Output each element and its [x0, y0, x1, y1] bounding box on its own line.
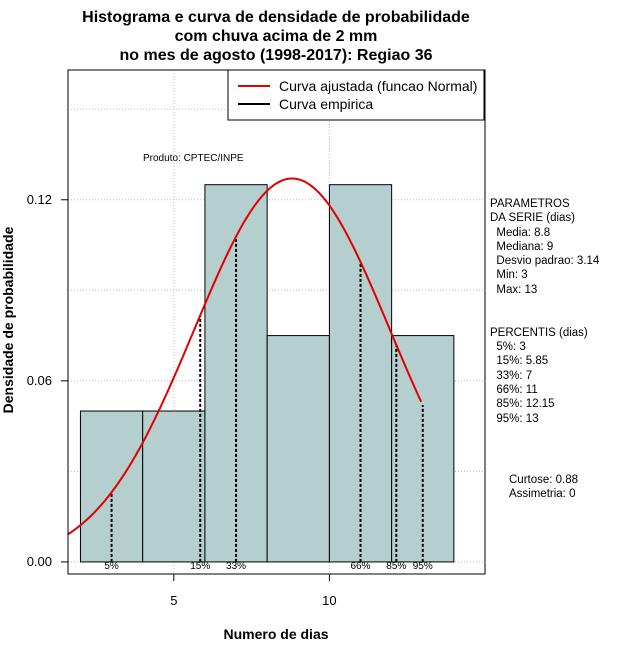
stats-parametros-4: Desvio padrao: 3.14 [490, 255, 600, 267]
stats-parametros-3: Mediana: 9 [490, 241, 553, 253]
axes-layer: 5 10 0.00 0.06 0.12 [27, 192, 337, 608]
stats-parametros-5: Min: 3 [490, 269, 528, 281]
y-axis-label: Densidade de probabilidade [0, 226, 16, 413]
x-axis-label: Numero de dias [223, 626, 328, 642]
stats-panel: PARAMETROS DA SERIE (dias) Media: 8.8 Me… [490, 198, 600, 500]
y-tick-label: 0.12 [27, 192, 52, 207]
stats-percentis-4: 66%: 11 [490, 384, 538, 396]
bars-layer [79, 184, 455, 563]
legend-label-empirical: Curva empirica [279, 96, 373, 112]
percentile-label: 95% [413, 561, 433, 572]
stats-parametros-2: Media: 8.8 [490, 227, 550, 239]
legend-box [227, 69, 485, 121]
y-tick-label: 0.00 [27, 554, 52, 569]
y-tick-label: 0.06 [27, 373, 52, 388]
chart-title: Histograma e curva de densidade de proba… [82, 9, 470, 64]
stats-assimetria: Assimetria: 0 [509, 488, 575, 500]
title-line-1: Histograma e curva de densidade de proba… [82, 9, 470, 26]
histogram-bar [142, 410, 206, 563]
percentile-label: 33% [226, 561, 246, 572]
stats-percentis-6: 95%: 13 [490, 413, 539, 425]
percentile-lines-layer: 5% 15% 33% 66% 85% 95% [104, 236, 433, 572]
histogram-bar [391, 335, 455, 563]
product-annotation: Produto: CPTEC/INPE [143, 153, 244, 164]
curve-layer [67, 177, 423, 536]
title-line-2: com chuva acima de 2 mm [175, 28, 378, 45]
percentile-label: 85% [386, 561, 406, 572]
percentile-label: 66% [351, 561, 371, 572]
stats-percentis-5: 85%: 12.15 [490, 398, 555, 410]
stats-percentis-2: 15%: 5.85 [490, 355, 548, 367]
fitted-normal-curve [67, 177, 423, 536]
stats-percentis-3: 33%: 7 [490, 370, 532, 382]
stats-parametros-0: PARAMETROS [490, 198, 570, 210]
title-line-3: no mes de agosto (1998-2017): Regiao 36 [120, 47, 433, 64]
percentile-label: 5% [104, 561, 119, 572]
stats-percentis-1: 5%: 3 [490, 341, 526, 353]
stats-parametros-6: Max: 13 [490, 284, 537, 296]
stats-percentis-0: PERCENTIS (dias) [490, 327, 588, 339]
legend: Curva ajustada (funcao Normal) Curva emp… [227, 69, 485, 121]
histogram-bar [266, 335, 330, 563]
x-tick-label: 10 [322, 593, 336, 608]
x-tick-label: 5 [170, 593, 177, 608]
stats-parametros-1: DA SERIE (dias) [490, 212, 575, 224]
legend-label-fitted: Curva ajustada (funcao Normal) [279, 78, 477, 94]
percentile-label: 15% [190, 561, 210, 572]
stats-curtose: Curtose: 0.88 [509, 474, 578, 486]
